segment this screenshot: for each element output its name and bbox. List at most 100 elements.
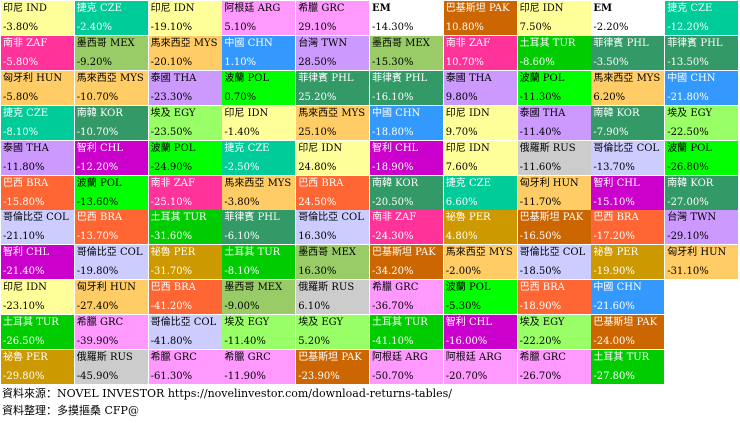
cell-value: -16.10% (372, 91, 414, 103)
return-cell: 印尼 IDN 7.50% (517, 1, 592, 36)
cell-label: 祕魯 PER (3, 352, 48, 363)
cell-label: 中國 CHN (593, 282, 642, 294)
cell-label: 印尼 IDN (3, 282, 47, 294)
cell-value: 5.10% (224, 22, 257, 33)
cell-value: -5.30% (445, 301, 481, 313)
return-cell: 中國 CHN -21.60% (591, 280, 666, 316)
cell-value: -15.30% (372, 56, 414, 68)
return-cell: 泰國 THA 9.80% (443, 70, 518, 106)
cell-label: 巴西 BRA (76, 212, 123, 224)
cell-value: -12.20% (76, 161, 119, 173)
cell-label: 印尼 IDN (150, 3, 195, 14)
cell-value: -8.60% (519, 56, 555, 68)
cell-value: 0.70% (224, 91, 257, 103)
cell-value: -20.70% (445, 371, 488, 382)
cell-value: -16.50% (519, 231, 562, 243)
return-cell: 埃及 EGY -22.50% (665, 105, 740, 141)
cell-value: -27.80% (593, 371, 635, 382)
cell-label: 希臘 GRC (519, 352, 566, 363)
cell-value: -3.50% (593, 56, 629, 68)
return-cell: 印尼 IDN -23.10% (1, 280, 75, 316)
cell-value: 16.30% (298, 266, 337, 278)
cell-value: -21.10% (3, 231, 45, 243)
cell-value: -16.00% (445, 336, 488, 348)
return-cell: 中國 CHN -18.80% (370, 105, 444, 141)
cell-label: 馬來西亞 MYS (445, 247, 513, 259)
cell-label: 泰國 THA (519, 107, 566, 119)
cell-label: 希臘 GRC (298, 3, 345, 14)
return-cell: 巴基斯坦 PAK -24.00% (591, 315, 666, 351)
cell-label: 哥倫比亞 COL (150, 317, 217, 329)
return-cell: 南韓 KOR -20.50% (370, 175, 444, 211)
cell-label: EM (593, 3, 613, 14)
return-cell: 智利 CHL -15.10% (591, 175, 666, 211)
cell-value: 9.80% (445, 91, 478, 103)
cell-label: 泰國 THA (150, 72, 197, 84)
cell-label: 南非 ZAF (150, 177, 195, 189)
cell-value: 28.50% (298, 56, 337, 68)
cell-label: 俄羅斯 RUS (76, 352, 133, 363)
cell-value: -18.50% (519, 266, 562, 278)
cell-label: 巴基斯坦 PAK (519, 212, 584, 224)
cell-value: -29.10% (667, 231, 709, 243)
cell-value: 7.50% (519, 22, 552, 33)
return-cell: 捷克 CZE -8.10% (1, 105, 75, 141)
cell-value: -13.70% (76, 231, 119, 243)
cell-label: 南韓 KOR (76, 107, 123, 119)
cell-label: 阿根廷 ARG (445, 352, 502, 363)
cell-value: -14.30% (372, 22, 414, 33)
cell-label: 南非 ZAF (445, 37, 491, 49)
cell-value: -11.30% (519, 91, 562, 103)
cell-label: 南非 ZAF (3, 37, 48, 49)
return-cell: 希臘 GRC 29.10% (296, 1, 371, 36)
return-cell: 南韓 KOR -7.90% (591, 105, 666, 141)
cell-label: 巴基斯坦 PAK (445, 3, 510, 14)
year-column: 印尼 IDN -19.10% 馬來西亞 MYS -20.10% 泰國 THA -23.30… (148, 1, 223, 385)
return-cell: 南非 ZAF -24.30% (370, 210, 444, 246)
return-cell: 俄羅斯 RUS -45.90% (74, 350, 149, 385)
cell-value: -3.80% (224, 196, 260, 208)
cell-value: -29.80% (3, 371, 45, 382)
return-cell: 印尼 IDN 7.60% (443, 140, 518, 176)
cell-label: 捷克 CZE (667, 3, 713, 14)
cell-value: -34.20% (372, 266, 414, 278)
return-cell: 南非 ZAF 10.70% (443, 35, 518, 71)
cell-label: 智利 CHL (593, 177, 640, 189)
return-cell: 埃及 EGY -23.50% (148, 105, 223, 141)
cell-label: 土耳其 TUR (150, 212, 207, 224)
cell-label: 匈牙利 HUN (3, 72, 63, 84)
return-cell: 泰國 THA -11.80% (1, 140, 75, 176)
cell-label: 印尼 IND (3, 3, 47, 14)
return-cell: 巴基斯坦 PAK 10.80% (443, 1, 518, 36)
return-cell: 智利 CHL -16.00% (443, 315, 518, 351)
return-cell: 智利 CHL -21.40% (1, 245, 75, 281)
return-cell: 墨西哥 MEX -9.00% (222, 280, 297, 316)
cell-value: -25.10% (150, 196, 193, 208)
return-cell: 波蘭 POL 0.70% (222, 70, 297, 106)
return-cell: 巴基斯坦 PAK -23.90% (296, 350, 371, 385)
cell-value: -5.80% (3, 56, 39, 68)
cell-label: 智利 CHL (3, 247, 50, 259)
return-cell: 捷克 CZE -12.20% (665, 1, 740, 36)
cell-label: 巴基斯坦 PAK (298, 352, 362, 363)
return-cell: 智利 CHL -18.90% (370, 140, 444, 176)
return-cell: 匈牙利 HUN -27.40% (74, 280, 149, 316)
cell-value: -13.50% (667, 56, 709, 68)
cell-label: 哥倫比亞 COL (519, 247, 586, 259)
cell-label: 印尼 IDN (298, 142, 343, 154)
return-cell: 阿根廷 ARG -20.70% (443, 350, 518, 385)
source-note: 資料來源：NOVEL INVESTOR https://novelinvesto… (2, 387, 452, 400)
cell-value: -9.00% (224, 301, 260, 313)
return-cell: 埃及 EGY -11.40% (222, 315, 297, 351)
cell-label: 南非 ZAF (372, 212, 417, 224)
cell-label: 哥倫比亞 COL (593, 142, 660, 154)
return-cell: 土耳其 TUR -27.80% (591, 350, 666, 385)
cell-label: 祕魯 PER (593, 247, 639, 259)
cell-label: 巴西 BRA (150, 282, 196, 294)
return-cell: 印尼 IDN 9.70% (443, 105, 518, 141)
cell-label: 馬來西亞 MYS (593, 72, 661, 84)
cell-value: -17.20% (593, 231, 635, 243)
cell-value: -36.70% (372, 301, 414, 313)
cell-value: -2.20% (593, 22, 629, 33)
cell-value: -22.20% (519, 336, 562, 348)
